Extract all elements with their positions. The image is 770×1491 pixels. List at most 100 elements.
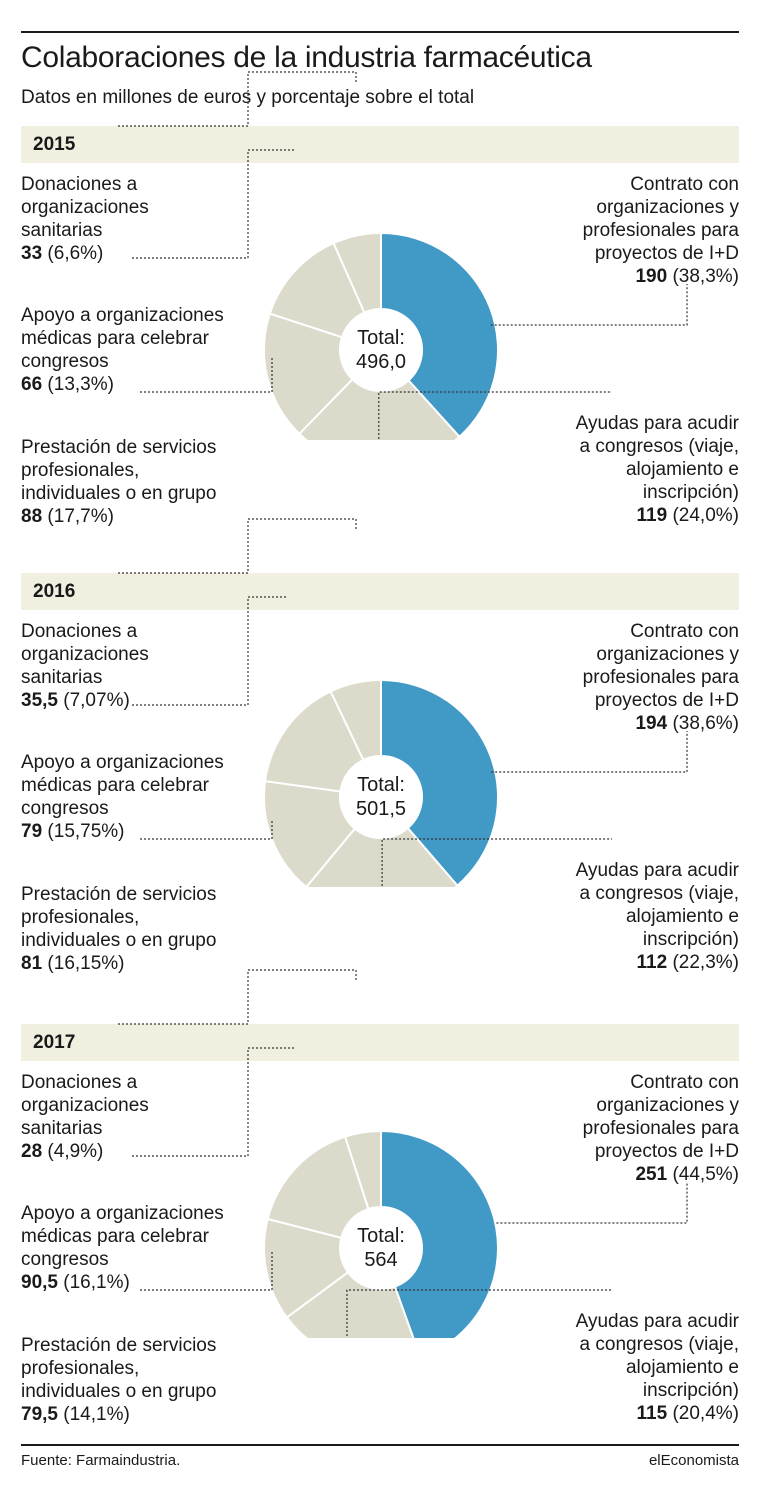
slice-amount: 79,5: [21, 1404, 58, 1425]
slice-label-line: a congresos (viaje,: [579, 436, 739, 457]
slice-label-line: Ayudas para acudir: [575, 860, 739, 881]
leader-line: [132, 1047, 296, 1157]
slice-percent: (6,6%): [42, 243, 104, 264]
donut-slice: [263, 1217, 350, 1319]
total-value: 496,0: [355, 351, 407, 373]
slice-amount: 119: [636, 505, 668, 526]
slice-label-line: inscripción): [642, 1380, 739, 1401]
slice-label-line: Apoyo a organizaciones: [21, 305, 224, 326]
slice-label-line: profesionales,: [21, 907, 140, 928]
slice-label-line: sanitarias: [21, 1118, 103, 1139]
slice-label-line: Prestación de servicios: [21, 437, 217, 458]
slice-label-line: Contrato con: [630, 621, 739, 642]
total-caption: Total:: [357, 327, 405, 349]
slice-percent: (16,1%): [57, 1272, 130, 1293]
year-band: 2017: [21, 1024, 739, 1061]
slice-value: 115 (20,4%): [576, 1402, 739, 1425]
slice-label-line: Prestación de servicios: [21, 1335, 217, 1356]
slice-percent: (15,75%): [42, 821, 125, 842]
slice-label-line: congresos: [21, 1249, 109, 1270]
slice-value: 90,5 (16,1%): [21, 1271, 224, 1294]
slice-value: 251 (44,5%): [583, 1163, 739, 1186]
slice-value: 190 (38,3%): [583, 265, 739, 288]
chart-subtitle: Datos en millones de euros y porcentaje …: [21, 87, 475, 108]
slice-percent: (7,07%): [57, 690, 130, 711]
leader-line: [132, 596, 287, 706]
donut-slice: [263, 690, 365, 793]
slice-value: 88 (17,7%): [21, 505, 216, 528]
slice-label-line: Apoyo a organizaciones: [21, 1203, 224, 1224]
total-caption: Total:: [357, 774, 405, 796]
slice-percent: (38,3%): [667, 266, 739, 287]
chart-section-2017: 2017 Total: 564 Contrato con organizaciones …: [0, 969, 770, 1464]
slice-label-line: Prestación de servicios: [21, 884, 217, 905]
slice-label-line: sanitarias: [21, 667, 103, 688]
slice-label-line: proyectos de I+D: [594, 243, 739, 264]
donut-slice: [266, 1135, 370, 1240]
donut-slice: [263, 312, 354, 436]
donut-slice: [380, 678, 499, 887]
slice-label-line: Contrato con: [630, 174, 739, 195]
slice-value: 33 (6,6%): [21, 242, 149, 265]
slice-label-line: organizaciones: [21, 197, 149, 218]
donut-slice: [343, 1129, 382, 1211]
donut-slice: [285, 1270, 415, 1338]
slice-label: Contrato con organizaciones y profesionale…: [583, 620, 739, 735]
slice-label-line: organizaciones: [21, 1095, 149, 1116]
slice-label: Prestación de servicios profesionales, ind…: [21, 1334, 216, 1426]
slice-percent: (44,5%): [667, 1164, 739, 1185]
slice-value: 79,5 (14,1%): [21, 1403, 216, 1426]
slice-label: Contrato con organizaciones y profesionale…: [583, 173, 739, 288]
slice-label: Donaciones a organizaciones sanitarias 33 (…: [21, 173, 149, 265]
donut-chart: [118, 969, 688, 1338]
year-band: 2016: [21, 573, 739, 610]
slice-label-line: Ayudas para acudir: [575, 1311, 739, 1332]
slice-percent: (22,3%): [667, 952, 739, 973]
slice-label-line: alojamiento e: [625, 459, 739, 480]
slice-label-line: profesionales,: [21, 460, 140, 481]
slice-percent: (13,3%): [42, 374, 114, 395]
slice-amount: 115: [636, 1403, 668, 1424]
slice-label-line: médicas para celebrar: [21, 1226, 209, 1247]
slice-percent: (16,15%): [42, 953, 125, 974]
slice-value: 66 (13,3%): [21, 373, 224, 396]
leader-line: [491, 731, 688, 773]
slice-amount: 66: [21, 374, 43, 395]
bottom-rule: [21, 1444, 739, 1446]
slice-label-line: profesionales para: [582, 667, 739, 688]
slice-amount: 81: [21, 953, 43, 974]
slice-label-line: proyectos de I+D: [594, 690, 739, 711]
slice-label-line: Donaciones a: [21, 1072, 138, 1093]
slice-value: 112 (22,3%): [576, 951, 739, 974]
slice-value: 81 (16,15%): [21, 952, 216, 975]
slice-value: 35,5 (7,07%): [21, 689, 149, 712]
slice-label-line: Contrato con: [630, 1072, 739, 1093]
slice-amount: 251: [635, 1164, 668, 1185]
slice-label-line: sanitarias: [21, 220, 103, 241]
slice-amount: 194: [635, 713, 668, 734]
slice-label-line: alojamiento e: [625, 906, 739, 927]
leader-line: [140, 357, 273, 393]
total-label: Total: 501,5: [336, 773, 426, 821]
slice-label: Donaciones a organizaciones sanitarias 35,5…: [21, 620, 149, 712]
leader-line: [132, 149, 295, 259]
leader-line: [140, 819, 273, 840]
slice-label-line: proyectos de I+D: [594, 1141, 739, 1162]
slice-label: Ayudas para acudir a congresos (viaje, alo…: [576, 1310, 739, 1425]
slice-label-line: profesionales para: [582, 1118, 739, 1139]
slice-label-line: alojamiento e: [625, 1357, 739, 1378]
donut-slice: [263, 779, 357, 887]
donut-chart: [118, 71, 688, 440]
slice-label-line: profesionales para: [582, 220, 739, 241]
slice-label-line: inscripción): [642, 482, 739, 503]
slice-label: Ayudas para acudir a congresos (viaje, alo…: [576, 412, 739, 527]
donut-slice: [332, 231, 382, 314]
year-band: 2015: [21, 126, 739, 163]
slice-amount: 90,5: [21, 1272, 58, 1293]
leader-line: [346, 1289, 612, 1338]
slice-label: Prestación de servicios profesionales, ind…: [21, 883, 216, 975]
donut-slice: [380, 231, 499, 439]
slice-label-line: Donaciones a: [21, 621, 138, 642]
leader-line: [490, 284, 688, 326]
slice-label: Apoyo a organizaciones médicas para celeb…: [21, 304, 224, 396]
